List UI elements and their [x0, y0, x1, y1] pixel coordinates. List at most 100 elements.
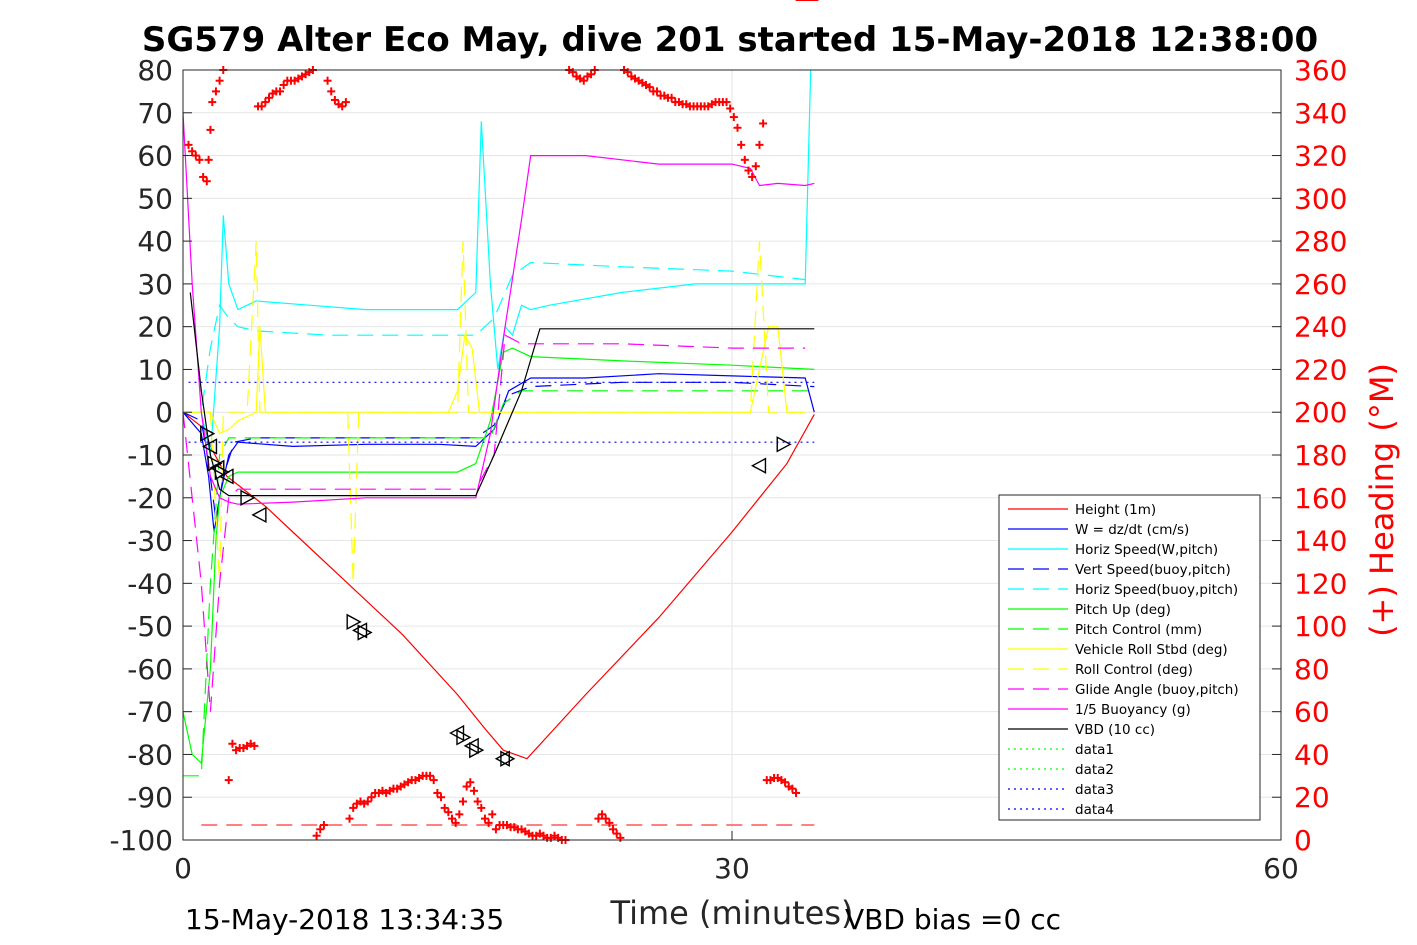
y2-tick-label: 20 [1294, 781, 1330, 814]
y2-tick-label: 40 [1294, 738, 1330, 771]
heading-point [579, 76, 588, 85]
heading-point [755, 140, 764, 149]
series-line [182, 112, 815, 505]
heading-point [792, 788, 801, 797]
heading-point [462, 782, 471, 791]
y-tick-label: 40 [137, 225, 173, 258]
x-tick-label: 60 [1263, 852, 1299, 885]
heading-point [623, 68, 632, 77]
y2-tick-label: 180 [1294, 439, 1347, 472]
y-tick-label: 30 [137, 268, 173, 301]
heading-point [316, 825, 325, 834]
heading-point [224, 776, 233, 785]
series-line [183, 390, 815, 777]
heading-point [744, 166, 753, 175]
triangle-marker [776, 436, 792, 453]
heading-point [202, 177, 211, 186]
footer-vbd-bias: VBD bias =0 cc [845, 903, 1061, 936]
heading-point [484, 818, 493, 827]
y-tick-label: 70 [137, 97, 173, 130]
heading-point [199, 172, 208, 181]
heading-point [759, 119, 768, 128]
y-tick-label: 20 [137, 311, 173, 344]
heading-point [215, 76, 224, 85]
y-tick-label: 80 [137, 54, 173, 87]
y-tick-label: 60 [137, 140, 173, 173]
heading-point [440, 803, 449, 812]
y-tick-label: -100 [109, 824, 173, 857]
heading-point [601, 814, 610, 823]
y2-tick-label: 80 [1294, 653, 1330, 686]
heading-point [257, 102, 266, 111]
heading-point [466, 778, 475, 787]
heading-point [788, 784, 797, 793]
legend-label: Height (1m) [1075, 502, 1156, 518]
y-tick-label: 0 [155, 396, 173, 429]
y-tick-label: -20 [127, 482, 173, 515]
heading-point [751, 162, 760, 171]
y2-tick-label: 0 [1294, 824, 1312, 857]
legend-label: W = dz/dt (cm/s) [1075, 522, 1189, 538]
triangle-marker [494, 750, 510, 767]
y2-tick-label: 120 [1294, 567, 1347, 600]
y2-tick-label: 340 [1294, 97, 1347, 130]
triangle-marker [240, 489, 256, 506]
heading-point [594, 814, 603, 823]
footer-timestamp: 15-May-2018 13:34:35 [185, 903, 504, 936]
heading-point [279, 80, 288, 89]
y2-tick-label: 320 [1294, 140, 1347, 173]
x-tick-label: 0 [174, 852, 192, 885]
heading-point [740, 155, 749, 164]
chart-title: SG579 Alter Eco May, dive 201 started 15… [142, 20, 1318, 60]
heading-point [429, 776, 438, 785]
heading-point [211, 87, 220, 96]
heading-point [473, 797, 482, 806]
triangle-marker [218, 468, 234, 485]
heading-point [367, 793, 376, 802]
heading-point [568, 68, 577, 77]
heading-point [444, 808, 453, 817]
heading-point [448, 814, 457, 823]
heading-point [312, 831, 321, 840]
heading-point [458, 797, 467, 806]
left-axis-ticks: 80 70 60 50 40 30 20 10 0 -10 -20 -30 -40 -50 -60 -70 -8… [109, 54, 192, 857]
legend: Height (1m) W = dz/dt (cm/s) Horiz Speed(W… [998, 494, 1261, 821]
heading-point [451, 818, 460, 827]
heading-point [645, 83, 654, 92]
legend-label: Roll Control (deg) [1075, 662, 1193, 678]
heading-point [455, 810, 464, 819]
heading-point [469, 786, 478, 795]
heading-point [587, 70, 596, 79]
heading-point [609, 825, 618, 834]
y-tick-label: -10 [127, 439, 173, 472]
legend-label: Pitch Control (mm) [1075, 622, 1202, 638]
heading-point [261, 98, 270, 107]
legend-label: Horiz Speed(W,pitch) [1075, 542, 1218, 558]
heading-point [349, 803, 358, 812]
triangle-marker [463, 737, 479, 755]
heading-point [491, 825, 500, 834]
y-tick-label: -40 [127, 567, 173, 600]
y-tick-label: 10 [137, 353, 173, 386]
x-tick-label: 30 [714, 852, 750, 885]
heading-point [605, 818, 614, 827]
triangle-marker [500, 750, 516, 767]
heading-point [598, 810, 607, 819]
y2-tick-label: 300 [1294, 182, 1347, 215]
legend-label: 1/5 Buoyancy (g) [1075, 702, 1191, 718]
y2-tick-label: 140 [1294, 525, 1347, 558]
legend-label: Glide Angle (buoy,pitch) [1075, 682, 1239, 698]
y2-tick-label: 360 [1294, 54, 1347, 87]
heading-point [363, 797, 372, 806]
heading-point [208, 98, 217, 107]
heading-point [616, 833, 625, 842]
heading-point [488, 810, 497, 819]
series-line [183, 326, 806, 435]
heading-points [184, 0, 819, 844]
heading-point [667, 93, 676, 102]
triangle-marker [209, 459, 225, 477]
heading-point [781, 778, 790, 787]
triangle-marker [456, 729, 472, 746]
right-axis-ticks: 3603403203002802602402202001801601401201… [1272, 54, 1347, 857]
heading-point [433, 788, 442, 797]
